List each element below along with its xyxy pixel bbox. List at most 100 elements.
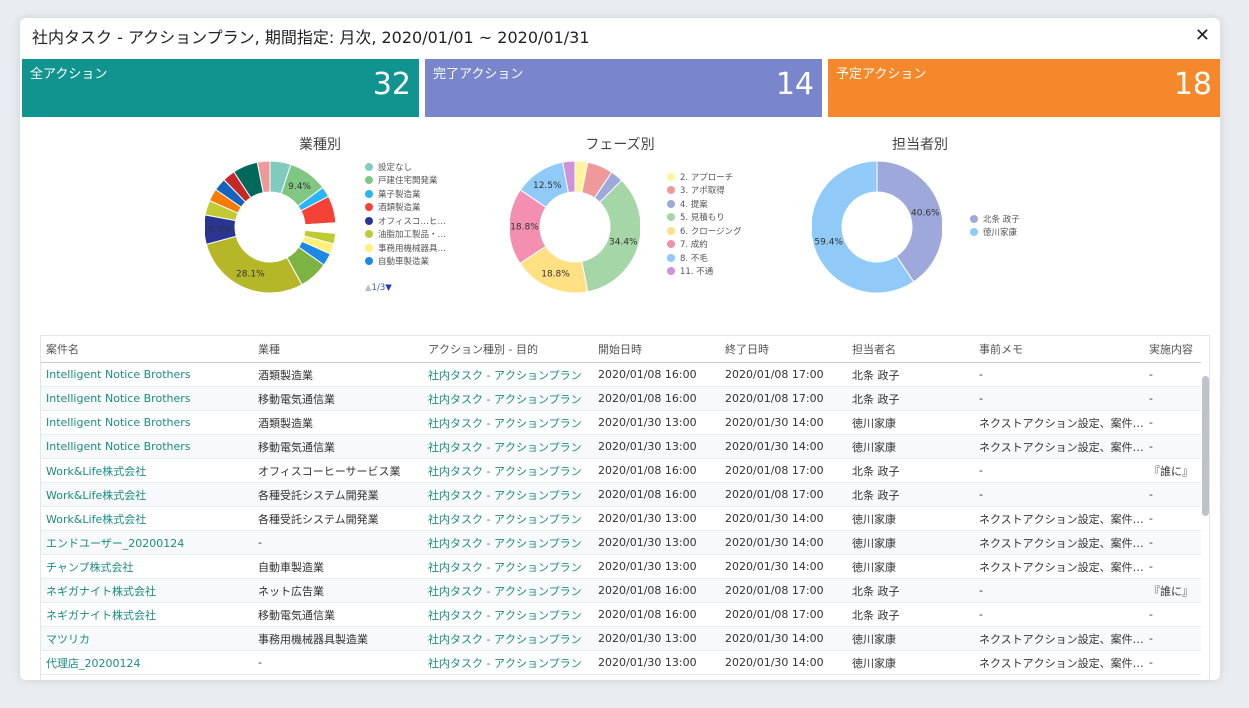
table-cell: - — [1144, 482, 1201, 507]
column-header[interactable]: 実施内容 — [1144, 336, 1201, 363]
donut-slice[interactable] — [562, 160, 576, 194]
action-type-link[interactable]: 社内タスク - アクションプラン — [423, 626, 593, 651]
table-row[interactable]: Intelligent Notice Brothers 酒類製造業 社内タスク - … — [41, 362, 1201, 387]
legend-item[interactable]: 菓子製造業 — [365, 187, 446, 201]
legend-item[interactable]: 設定なし — [365, 160, 446, 174]
legend-item[interactable]: 11. 不通 — [667, 265, 742, 279]
legend-item[interactable]: 徳川家康 — [970, 226, 1020, 240]
deal-name-link[interactable]: チャンプ株式会社 — [41, 554, 253, 579]
legend-item[interactable]: 3. アポ取得 — [667, 184, 742, 198]
donut-slice[interactable] — [256, 160, 271, 194]
legend-item[interactable]: 5. 見積もり — [667, 211, 742, 225]
legend-item[interactable]: 酒類製造業 — [365, 201, 446, 215]
table-row[interactable]: Intelligent Notice Brothers 酒類製造業 社内タスク - … — [41, 410, 1201, 435]
legend-item[interactable]: 自動車製造業 — [365, 255, 446, 269]
action-type-link[interactable]: 社内タスク - アクションプラン — [423, 554, 593, 579]
table-cell: 2020/01/08 16:00 — [593, 482, 720, 507]
table-cell: - — [974, 386, 1144, 411]
column-header[interactable]: 案件名 — [41, 336, 253, 363]
phase-legend: 2. アプローチ 3. アポ取得 4. 提案 5. 見積もり 6. クロージング 7. 成… — [667, 170, 742, 278]
legend-item[interactable]: オフィスコ…ヒ… — [365, 214, 446, 228]
table-row[interactable]: ネギガナイト株式会社 移動電気通信業 社内タスク - アクションプラン 2020/01… — [41, 602, 1201, 627]
table-row[interactable]: エンドユーザー_20200124- 社内タスク - アクションプラン 2020/01… — [41, 530, 1201, 555]
table-cell: 『誰に』 — [1144, 458, 1201, 483]
table-row[interactable]: Work&Life株式会社 各種受託システム開発業 社内タスク - アクションプラン… — [41, 482, 1201, 507]
action-type-link[interactable]: 社内タスク - アクションプラン — [423, 578, 593, 603]
table-row[interactable]: チャンプ株式会社 自動車製造業 社内タスク - アクションプラン 2020/01/30… — [41, 554, 1201, 579]
legend-item[interactable]: 6. クロージング — [667, 224, 742, 238]
phase-donut[interactable]: 34.4% 18.8% 18.8% 12.5% — [510, 160, 640, 295]
table-cell: 各種受託システム開発業 — [253, 482, 423, 507]
legend-pager[interactable]: ▲1/3▼ — [365, 283, 392, 293]
column-header[interactable]: アクション種別 - 目的 — [423, 336, 593, 363]
legend-item[interactable]: 戸建住宅開発業 — [365, 174, 446, 188]
deal-name-link[interactable]: ネギガナイト株式会社 — [41, 602, 253, 627]
action-type-link[interactable]: 社内タスク - アクションプラン — [423, 506, 593, 531]
industry-donut[interactable]: 9.4% 28.1% 6.3% — [205, 160, 335, 295]
table-cell: - — [1144, 554, 1201, 579]
pager-up-icon[interactable]: ▲ — [365, 283, 372, 293]
table-row[interactable]: ネギガナイト株式会社 ネット広告業 社内タスク - アクションプラン 2020/01/… — [41, 578, 1201, 603]
table-cell: 移動電気通信業 — [253, 386, 423, 411]
action-type-link[interactable]: 社内タスク - アクションプラン — [423, 602, 593, 627]
column-header[interactable]: 業種 — [253, 336, 423, 363]
kpi-completed-actions[interactable]: 完了アクション 14 — [425, 59, 822, 117]
legend-item[interactable]: 4. 提案 — [667, 197, 742, 211]
deal-name-link[interactable]: Work&Life株式会社 — [41, 458, 253, 483]
table-row[interactable]: Intelligent Notice Brothers 移動電気通信業 社内タスク … — [41, 434, 1201, 459]
table-cell: - — [1144, 410, 1201, 435]
table-row[interactable]: Work&Life株式会社 各種受託システム開発業 社内タスク - アクションプラン… — [41, 506, 1201, 531]
table-row[interactable]: Intelligent Notice Brothers 移動電気通信業 社内タスク … — [41, 386, 1201, 411]
column-header[interactable]: 事前メモ — [974, 336, 1144, 363]
table-row[interactable]: マツリカ 事務用機械器具製造業 社内タスク - アクションプラン 2020/01/30… — [41, 626, 1201, 651]
table-cell: - — [1144, 434, 1201, 459]
deal-name-link[interactable]: Work&Life株式会社 — [41, 506, 253, 531]
action-type-link[interactable]: 社内タスク - アクションプラン — [423, 386, 593, 411]
deal-name-link[interactable]: Work&Life株式会社 — [41, 482, 253, 507]
table-row[interactable]: 代理店_20200124- 社内タスク - アクションプラン 2020/01/30 … — [41, 650, 1201, 675]
table-scrollbar[interactable] — [1202, 376, 1209, 516]
action-type-link[interactable]: 社内タスク - アクションプラン — [423, 362, 593, 387]
kpi-row: 全アクション 32 完了アクション 14 予定アクション 18 — [22, 59, 1220, 117]
deal-name-link[interactable]: Intelligent Notice Brothers — [41, 386, 253, 411]
legend-item[interactable]: 北条 政子 — [970, 212, 1020, 226]
table-cell: 2020/01/30 14:00 — [720, 650, 847, 675]
action-type-link[interactable]: 社内タスク - アクションプラン — [423, 482, 593, 507]
deal-name-link[interactable]: マツリカ — [41, 626, 253, 651]
donut-slice[interactable] — [876, 160, 942, 283]
deal-name-link[interactable]: エンドユーザー_20200124 — [41, 530, 253, 555]
action-type-link[interactable]: 社内タスク - アクションプラン — [423, 530, 593, 555]
legend-item[interactable]: 8. 不毛 — [667, 251, 742, 265]
legend-item[interactable]: 7. 成約 — [667, 238, 742, 252]
legend-item[interactable]: 2. アプローチ — [667, 170, 742, 184]
action-type-link[interactable]: 社内タスク - アクションプラン — [423, 458, 593, 483]
action-type-link[interactable]: 社内タスク - アクションプラン — [423, 434, 593, 459]
donut-slice[interactable] — [205, 235, 303, 294]
kpi-planned-actions[interactable]: 予定アクション 18 — [828, 59, 1220, 117]
table-cell: - — [974, 458, 1144, 483]
deal-name-link[interactable]: 代理店_20200124 — [41, 650, 253, 675]
close-icon[interactable]: ✕ — [1194, 25, 1210, 46]
legend-item[interactable]: 油脂加工製品・… — [365, 228, 446, 242]
table-cell: - — [253, 650, 423, 675]
deal-name-link[interactable]: Intelligent Notice Brothers — [41, 434, 253, 459]
action-type-link[interactable]: 社内タスク - アクションプラン — [423, 650, 593, 675]
donut-slice[interactable] — [581, 179, 640, 293]
pager-down-icon[interactable]: ▼ — [385, 283, 392, 293]
column-header[interactable]: 終了日時 — [720, 336, 847, 363]
deal-name-link[interactable]: ネギガナイト株式会社 — [41, 578, 253, 603]
assignee-donut[interactable]: 40.6% 59.4% — [812, 160, 942, 295]
table-cell: - — [1144, 386, 1201, 411]
action-type-link[interactable]: 社内タスク - アクションプラン — [423, 410, 593, 435]
table-cell: 2020/01/08 17:00 — [720, 362, 847, 387]
kpi-all-actions[interactable]: 全アクション 32 — [22, 59, 419, 117]
legend-item[interactable]: 事務用機械器具… — [365, 241, 446, 255]
deal-name-link[interactable]: Intelligent Notice Brothers — [41, 410, 253, 435]
column-header[interactable]: 担当者名 — [847, 336, 974, 363]
legend-label: 設定なし — [378, 162, 413, 173]
legend-label: 徳川家康 — [983, 228, 1018, 239]
donut-slice[interactable] — [812, 160, 915, 294]
table-row[interactable]: Work&Life株式会社 オフィスコーヒーサービス業 社内タスク - アクションプ… — [41, 458, 1201, 483]
column-header[interactable]: 開始日時 — [593, 336, 720, 363]
deal-name-link[interactable]: Intelligent Notice Brothers — [41, 362, 253, 387]
